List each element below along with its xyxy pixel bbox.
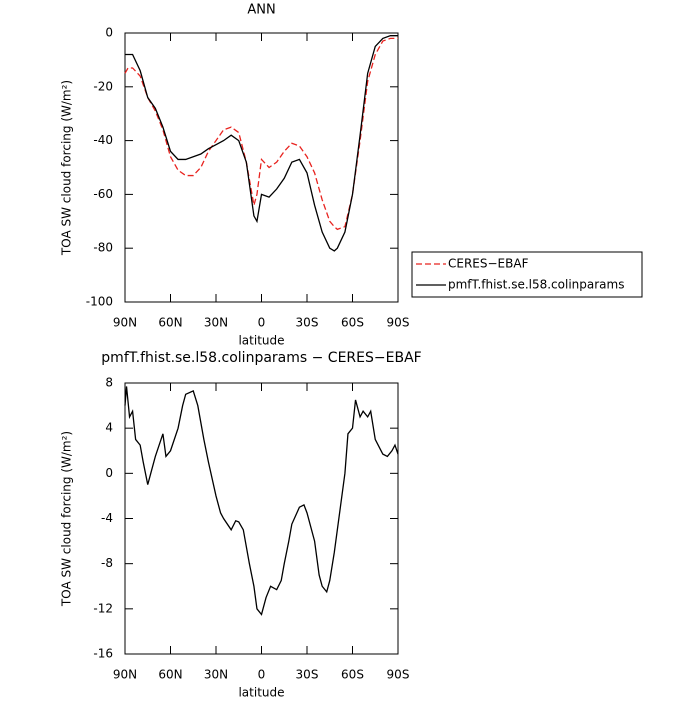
y-tick-label: -20 <box>93 79 113 93</box>
y-tick-label: -12 <box>93 601 113 615</box>
x-tick-label: 60S <box>341 668 364 682</box>
x-tick-label: 90N <box>113 668 137 682</box>
x-tick-label: 30N <box>204 316 228 330</box>
y-tick-label: -60 <box>93 187 113 201</box>
x-tick-label: 60N <box>158 668 182 682</box>
x-tick-label: 90S <box>387 668 410 682</box>
y-tick-label: 8 <box>105 376 113 390</box>
x-tick-label: 30N <box>204 668 228 682</box>
y-tick-label: 4 <box>105 421 113 435</box>
y-tick-label: 0 <box>105 466 113 480</box>
x-tick-label: 60S <box>341 316 364 330</box>
x-tick-label: 90N <box>113 316 137 330</box>
x-tick-label: 60N <box>158 316 182 330</box>
series-line <box>124 386 399 616</box>
y-axis-label: TOA SW cloud forcing (W/m²) <box>60 431 74 607</box>
y-tick-label: 0 <box>105 26 113 40</box>
x-tick-label: 30S <box>296 668 319 682</box>
x-axis-label: latitude <box>238 686 284 700</box>
chart-title: pmfT.fhist.se.l58.colinparams − CERES−EB… <box>101 350 421 366</box>
chart-title: ANN <box>247 3 275 18</box>
x-axis-label: latitude <box>238 334 284 348</box>
legend-box <box>411 251 643 298</box>
y-tick-label: -100 <box>86 295 113 309</box>
series-line <box>125 35 398 252</box>
legend-label: pmfT.fhist.se.l58.colinparams <box>448 278 624 292</box>
y-axis-label: TOA SW cloud forcing (W/m²) <box>60 80 74 256</box>
plot-frame <box>124 32 399 303</box>
x-tick-label: 90S <box>387 316 410 330</box>
y-tick-label: -16 <box>93 647 113 661</box>
x-tick-label: 0 <box>258 668 266 682</box>
series-line <box>124 37 398 231</box>
y-tick-label: -4 <box>101 511 113 525</box>
legend-label: CERES−EBAF <box>448 257 529 271</box>
x-tick-label: 30S <box>296 316 319 330</box>
y-tick-label: -40 <box>93 133 113 147</box>
x-tick-label: 0 <box>258 316 266 330</box>
y-tick-label: -80 <box>93 241 113 255</box>
y-tick-label: -8 <box>101 556 113 570</box>
